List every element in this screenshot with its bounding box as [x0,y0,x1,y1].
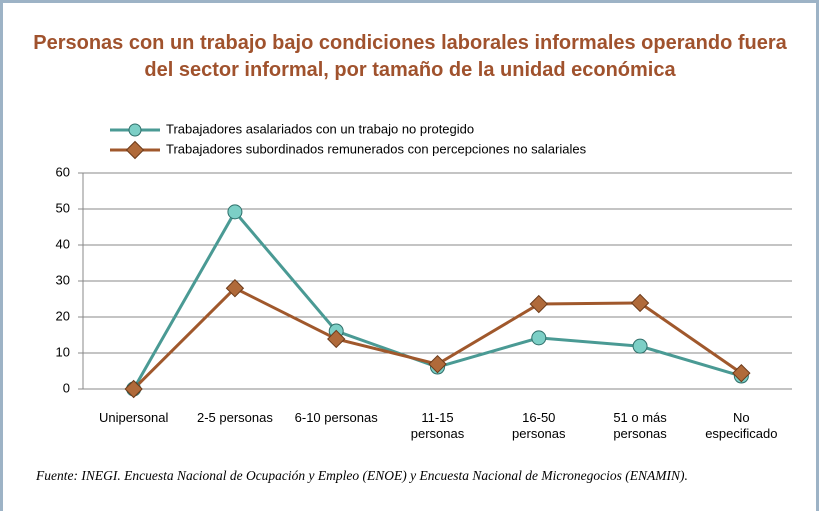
legend-label: Trabajadores subordinados remunerados co… [166,141,587,156]
point [227,204,243,220]
y-tick-label: 20 [56,308,70,323]
legend-label: Trabajadores asalariados con un trabajo … [166,121,474,136]
y-tick-label: 30 [56,272,70,287]
point [632,338,648,354]
x-tick-label: 2-5 personas [196,410,273,425]
y-tick-label: 0 [63,380,70,395]
legend-marker [125,140,145,160]
point [225,279,245,298]
point [630,293,650,313]
x-tick-label: No especificado [705,410,778,441]
x-tick-label: 51 o más personas [613,410,667,441]
x-tick-label: 16-50 personas [512,410,566,441]
chart-title: Personas con un trabajo bajo condiciones… [33,32,787,81]
y-tick-label: 60 [56,164,70,179]
y-tick-label: 50 [56,200,70,215]
point [732,363,751,383]
y-tick-label: 40 [56,236,70,251]
point [531,330,547,346]
point [428,354,447,374]
point [327,329,346,349]
source-note: Fuente: INEGI. Encuesta Nacional de Ocup… [36,468,688,483]
point [124,379,143,399]
x-tick-label: Unipersonal [98,410,169,425]
x-tick-label: 11-15 personas [410,410,465,441]
point [529,294,548,314]
x-tick-label: 6-10 personas [294,410,378,425]
legend-marker [128,123,142,137]
y-tick-label: 10 [56,344,70,359]
